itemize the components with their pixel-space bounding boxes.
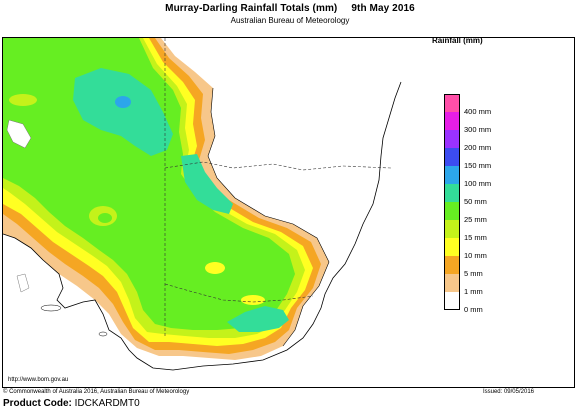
- coastal-island-2: [98, 331, 108, 337]
- legend-swatch: [444, 94, 460, 112]
- basin-25mm-area: [3, 38, 295, 330]
- legend-swatch: [444, 184, 460, 202]
- legend-label: 25 mm: [464, 215, 487, 224]
- legend-label: 400 mm: [464, 107, 492, 116]
- basin-50mm-ne: [181, 154, 233, 214]
- map-frame: http://www.bom.gov.au: [2, 37, 575, 388]
- product-code-line: Product Code: IDCKARDMT0: [3, 398, 140, 409]
- lake-eyre: [6, 119, 32, 149]
- title-date: 9th May 2016: [351, 3, 415, 14]
- legend-label: 15 mm: [464, 233, 487, 242]
- bom-url[interactable]: http://www.bom.gov.au: [8, 377, 69, 383]
- basin-100mm-spot: [115, 96, 131, 108]
- legend-title: Rainfall (mm): [432, 36, 483, 45]
- lake-torrens: [16, 273, 30, 293]
- legend-label: 50 mm: [464, 197, 487, 206]
- legend-label: 5 mm: [464, 269, 483, 278]
- legend-swatch: [444, 166, 460, 184]
- legend-label: 10 mm: [464, 251, 487, 260]
- legend-swatch: [444, 130, 460, 148]
- state-border-qld-nsw: [164, 161, 392, 171]
- kangaroo-island: [40, 304, 62, 312]
- copyright-text: © Commonwealth of Australia 2016, Austra…: [3, 389, 190, 395]
- coastline: [3, 81, 402, 371]
- map-subtitle: Australian Bureau of Meteorology: [230, 16, 350, 25]
- basin-50mm-north: [73, 68, 173, 156]
- legend-label: 0 mm: [464, 305, 483, 314]
- product-code-value: IDCKARDMT0: [74, 398, 140, 409]
- legend-label: 1 mm: [464, 287, 483, 296]
- dry-patch-3: [9, 94, 37, 106]
- legend-swatch: [444, 274, 460, 292]
- legend-swatch: [444, 238, 460, 256]
- legend-label: 150 mm: [464, 161, 492, 170]
- legend-swatch: [444, 202, 460, 220]
- wet-patch-5: [98, 213, 112, 223]
- legend-swatch: [444, 256, 460, 274]
- legend-label: 200 mm: [464, 143, 492, 152]
- legend-swatch: [444, 112, 460, 130]
- issued-date: Issued: 09/05/2016: [482, 389, 534, 395]
- map-title: Murray-Darling Rainfall Totals (mm) 9th M…: [0, 3, 580, 14]
- state-border-vic-nsw: [164, 283, 314, 303]
- dry-patch-2: [241, 295, 265, 305]
- legend-swatch: [444, 220, 460, 238]
- rainfall-map: [3, 38, 402, 371]
- legend-swatch: [444, 148, 460, 166]
- legend-label: 300 mm: [464, 125, 492, 134]
- product-code-label: Product Code:: [3, 398, 72, 409]
- basin-50mm-south: [227, 306, 289, 332]
- legend-swatch: [444, 292, 460, 310]
- basin-boundary: [207, 87, 330, 347]
- dry-patch-1: [205, 262, 225, 274]
- title-text: Murray-Darling Rainfall Totals (mm): [165, 3, 338, 14]
- legend-label: 100 mm: [464, 179, 492, 188]
